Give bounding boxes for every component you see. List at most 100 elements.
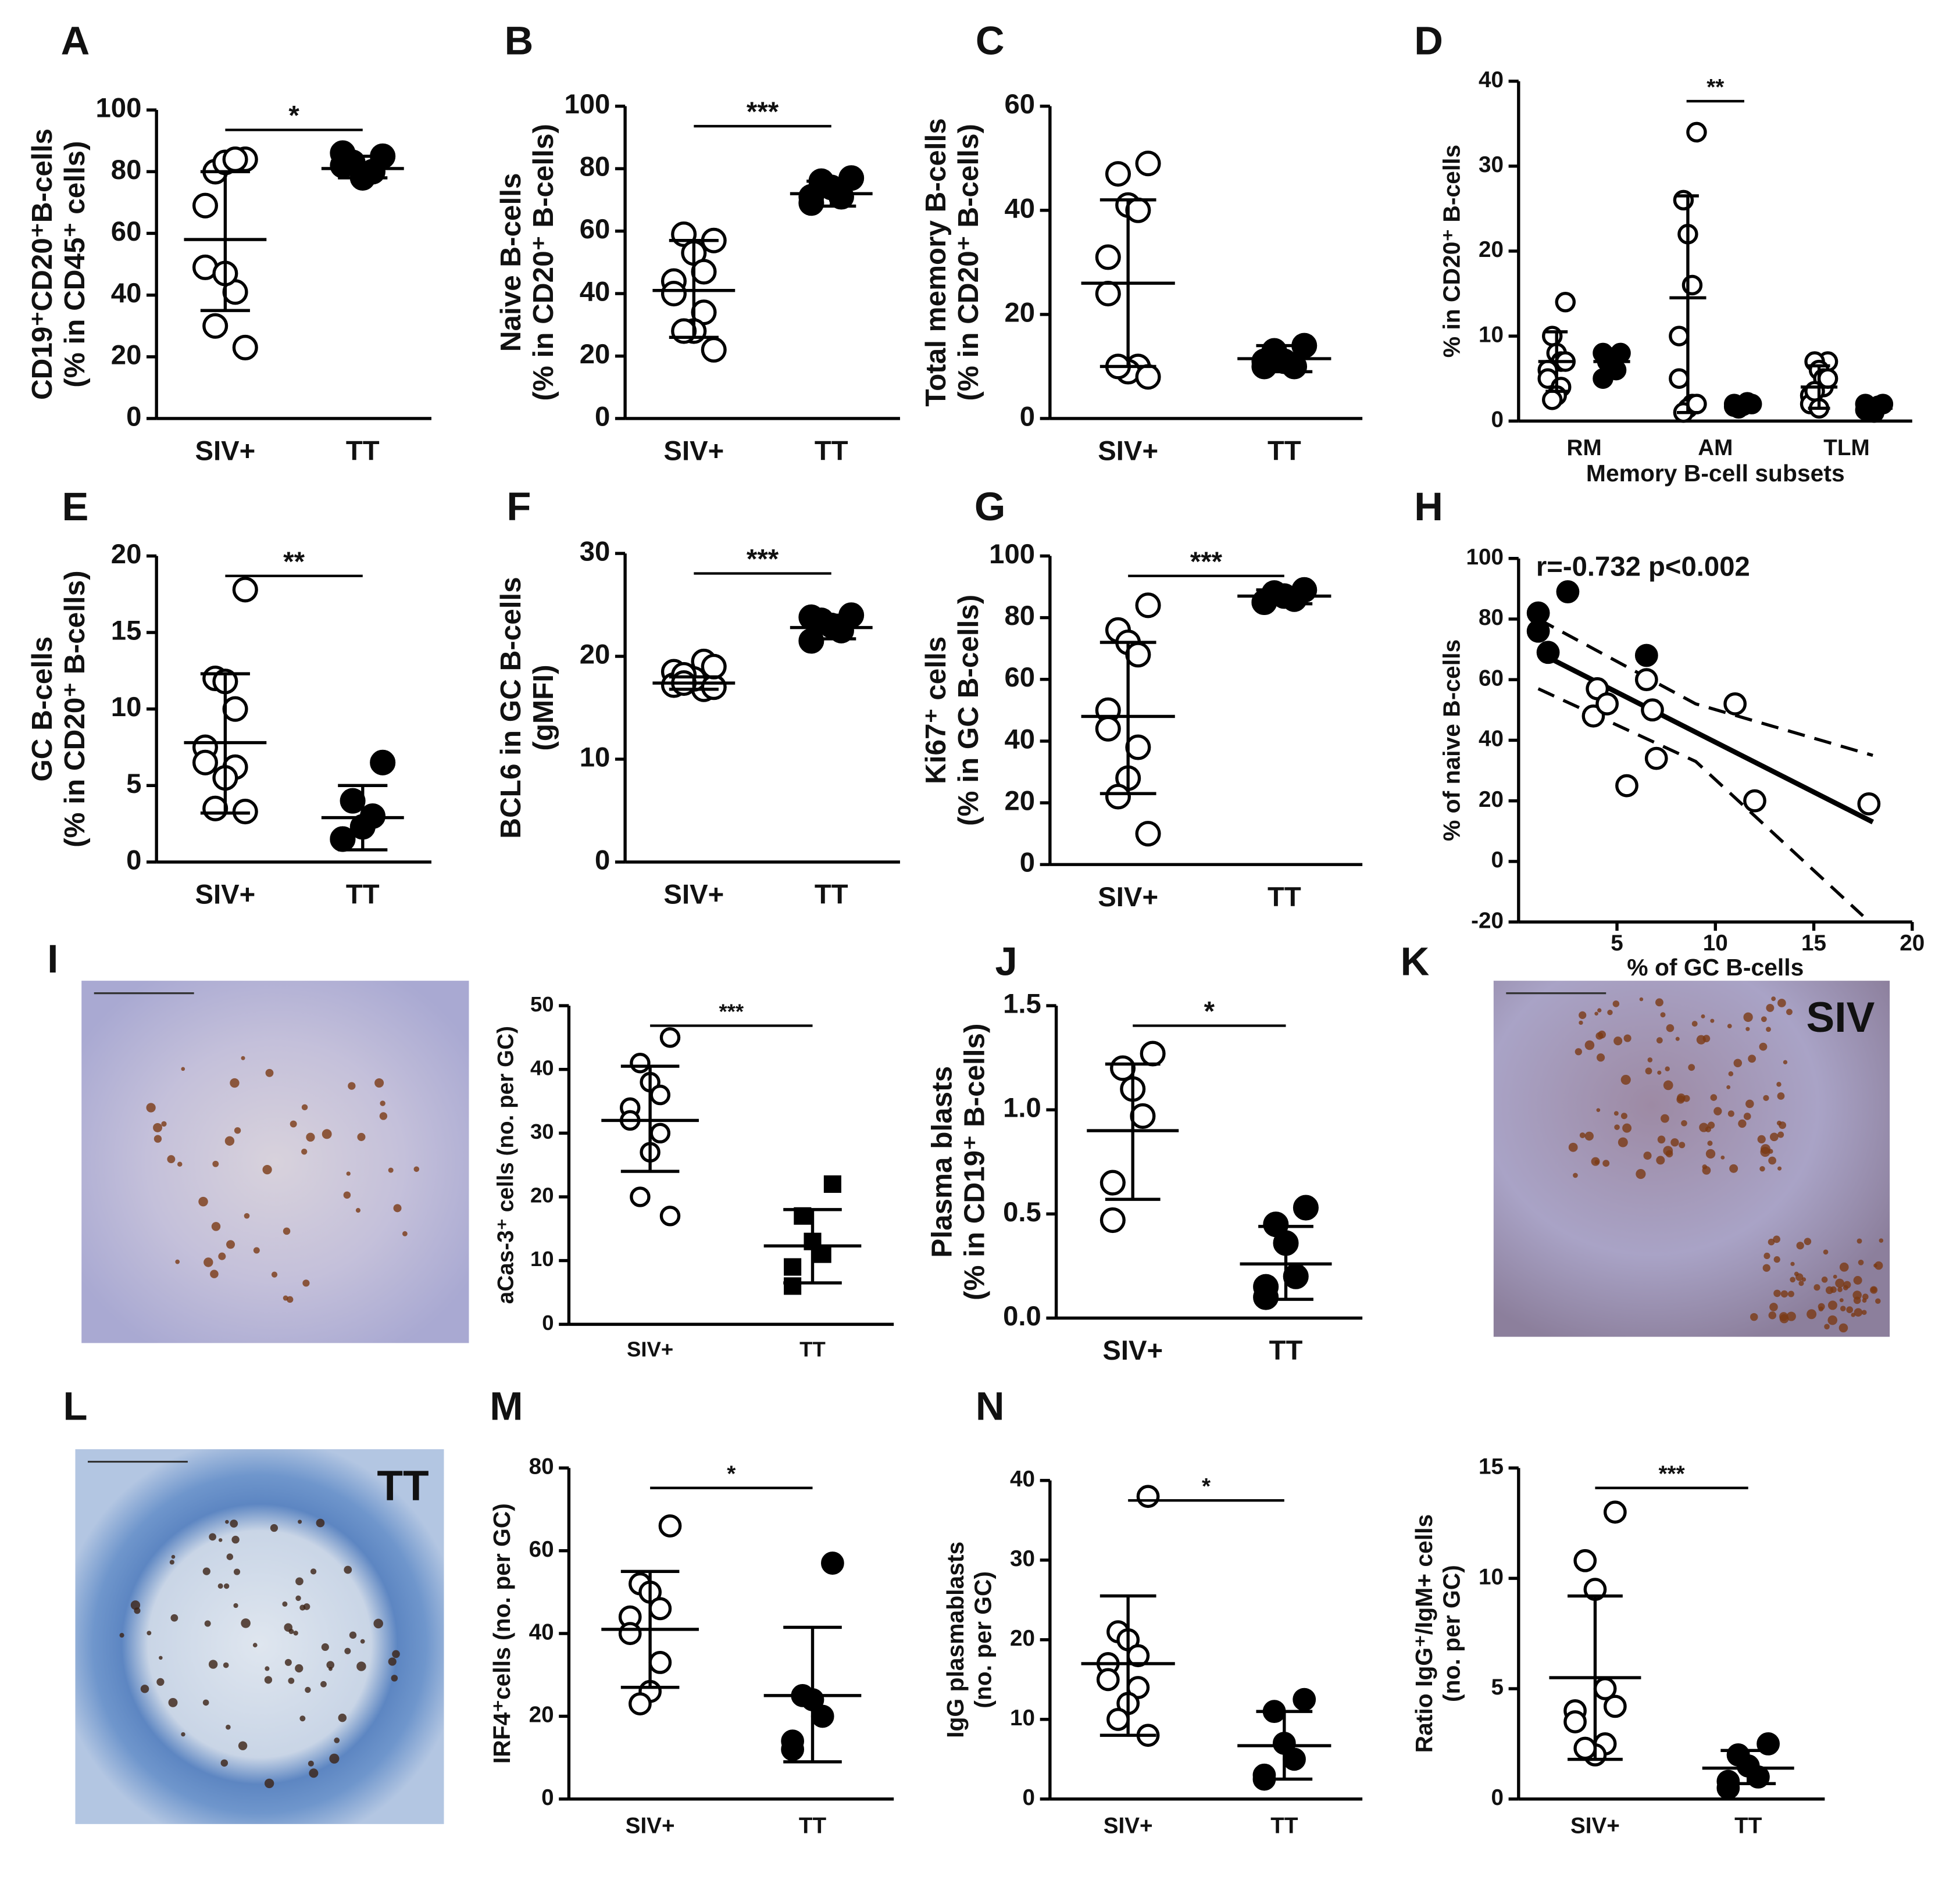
stain-dot (1738, 1119, 1747, 1128)
stain-dot (241, 1056, 245, 1060)
y-tick-label: 10 (580, 742, 611, 773)
stain-dot (210, 1270, 219, 1278)
stain-dot (204, 1257, 213, 1267)
stain-dot (1613, 1111, 1619, 1116)
y-tick-label: 60 (111, 216, 142, 247)
data-point (1573, 1736, 1597, 1760)
stain-dot (1838, 1323, 1848, 1333)
stain-dot (226, 1240, 235, 1249)
stain-dot (1875, 1298, 1881, 1304)
micrograph (81, 981, 469, 1343)
y-axis-label: (% in CD45⁺ cells) (59, 141, 91, 387)
y-tick-label: 1.5 (1003, 989, 1041, 1020)
stain-dot (1768, 1156, 1776, 1165)
x-tick-label: SIV+ (195, 880, 255, 910)
stain-dot (208, 1660, 218, 1669)
stain-dot (1766, 1027, 1771, 1032)
significance-label: ** (1706, 75, 1725, 100)
significance-label: * (727, 1461, 736, 1486)
y-tick-label: 40 (1479, 67, 1504, 92)
stain-dot (1702, 1166, 1711, 1175)
stain-dot (305, 1686, 311, 1693)
data-point (192, 192, 219, 219)
stain-dot (233, 1568, 241, 1575)
stain-dot (1840, 1306, 1846, 1311)
stain-dot (1713, 1107, 1722, 1116)
stain-dot (1777, 1131, 1784, 1138)
stain-dot (380, 1100, 385, 1106)
confidence-band (1537, 617, 1873, 757)
stain-dot (1853, 1296, 1861, 1304)
stain-dot (295, 1664, 304, 1673)
data-point (1293, 1688, 1316, 1711)
y-axis-label: (% in CD20⁺ B-cells) (527, 124, 559, 401)
stain-dot (1602, 1160, 1610, 1167)
stain-dot (198, 1196, 208, 1207)
x-tick-label: TT (799, 1337, 826, 1361)
stain-dot (1726, 1085, 1731, 1089)
stain-dot (329, 1753, 340, 1764)
stain-dot (244, 1213, 250, 1219)
stain-dot (355, 1208, 360, 1213)
data-point (701, 337, 727, 363)
data-point (784, 1258, 802, 1276)
data-point (1135, 364, 1161, 390)
stain-dot (306, 1132, 315, 1142)
data-point (1536, 641, 1560, 664)
panel-label: I (47, 936, 58, 981)
stain-dot (1579, 1132, 1586, 1138)
stain-dot (1874, 1261, 1883, 1270)
stain-dot (284, 1658, 292, 1666)
y-tick-label: 40 (1004, 193, 1035, 224)
stain-dot (1591, 1157, 1600, 1166)
stain-dot (265, 1666, 270, 1671)
stain-dot (1656, 1156, 1665, 1165)
data-point (1556, 580, 1580, 603)
stain-dot (1643, 1152, 1652, 1160)
stain-dot (356, 1661, 366, 1671)
stain-dot (1688, 1064, 1695, 1071)
stain-dot (202, 1567, 210, 1575)
y-tick-label: 0 (1023, 1785, 1036, 1810)
stain-dot (140, 1685, 149, 1693)
y-axis-label: (% in GC B-cells) (952, 595, 984, 826)
stain-dot (1691, 1021, 1698, 1027)
stain-dot (379, 1112, 388, 1120)
stain-dot (1710, 1094, 1718, 1101)
stain-dot (181, 1732, 185, 1737)
stain-dot (202, 1699, 209, 1706)
y-tick-label: 30 (530, 1120, 554, 1143)
x-tick-label: TT (799, 1813, 827, 1838)
data-point (340, 788, 366, 814)
y-tick-label: 0 (126, 401, 141, 432)
stain-dot (1750, 1313, 1758, 1321)
stain-dot (326, 1661, 335, 1669)
y-tick-label: 0 (126, 845, 141, 875)
stain-dot (1807, 1309, 1817, 1320)
y-tick-label: 30 (1010, 1546, 1035, 1571)
data-point (659, 1027, 681, 1048)
stain-dot (316, 1518, 325, 1528)
stain-dot (1837, 1287, 1843, 1292)
y-axis-label: Total memory B-cells (920, 118, 952, 406)
y-tick-label: 80 (529, 1454, 554, 1479)
data-point (1681, 274, 1703, 296)
panel-label: B (505, 18, 534, 63)
data-point (1743, 789, 1766, 813)
stain-dot (1681, 1120, 1687, 1127)
panel-label: F (506, 484, 531, 529)
y-axis-label: CD19⁺CD20⁺B-cells (26, 128, 58, 400)
stain-dot (343, 1191, 351, 1199)
x-tick-label: TT (1734, 1813, 1762, 1838)
stain-dot (1777, 999, 1786, 1007)
y-tick-label: 10 (1479, 322, 1504, 347)
data-point (330, 140, 356, 166)
stain-dot (1620, 1074, 1631, 1085)
stain-dot (1771, 996, 1776, 1002)
y-tick-label: 0 (595, 401, 610, 432)
data-point (222, 146, 248, 173)
data-point (1603, 1694, 1627, 1718)
stain-dot (169, 1560, 174, 1565)
y-tick-label: 5 (1491, 1675, 1504, 1700)
stain-dot (1779, 1314, 1789, 1324)
